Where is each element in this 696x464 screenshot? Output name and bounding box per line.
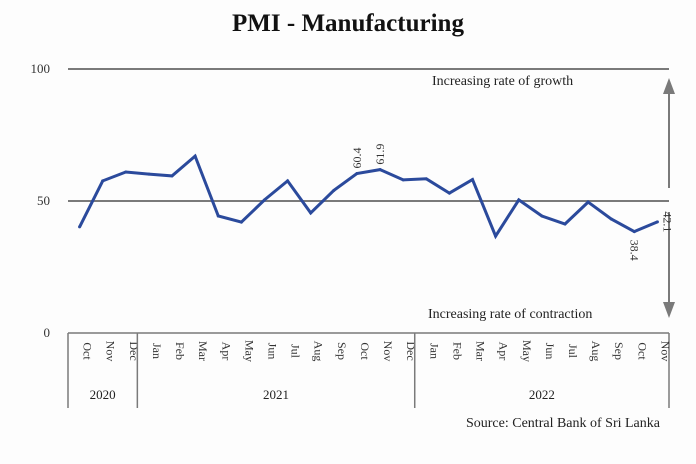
month-tick-label: Jan [427, 343, 441, 359]
month-tick-label: Apr [497, 342, 511, 361]
month-tick-label: Mar [474, 341, 488, 361]
month-tick-label: Feb [450, 342, 464, 360]
month-tick-label: Jun [265, 343, 279, 360]
data-label: 61.9 [373, 144, 387, 165]
axes-group: 0 50 100 [31, 61, 675, 340]
month-tick-label: Nov [104, 341, 118, 362]
arrow-up-icon [663, 78, 675, 94]
data-label: 60.4 [350, 148, 364, 169]
chart-title: PMI - Manufacturing [232, 10, 464, 37]
data-point [170, 174, 174, 178]
month-tick-label: Apr [219, 342, 233, 361]
month-tick-label: Oct [635, 342, 649, 360]
data-point [239, 220, 243, 224]
data-point [216, 214, 220, 218]
contraction-annotation: Increasing rate of contraction [428, 307, 593, 322]
month-tick-label: Dec [127, 341, 141, 360]
month-tick-label: Aug [589, 341, 603, 362]
growth-annotation: Increasing rate of growth [432, 74, 574, 89]
series-line [78, 153, 658, 240]
data-point [309, 211, 313, 215]
y-tick-label: 50 [37, 193, 50, 208]
month-tick-label: Oct [81, 342, 95, 360]
month-tick-label: Nov [381, 341, 395, 362]
arrow-down-icon [663, 302, 675, 318]
month-tick-label: Jul [566, 344, 580, 359]
y-tick-label: 100 [31, 61, 51, 76]
month-tick-label: Sep [335, 342, 349, 360]
data-point [78, 225, 82, 229]
data-point [563, 222, 567, 226]
month-tick-label: Feb [173, 342, 187, 360]
month-tick-label: Jan [150, 343, 164, 359]
data-point [517, 198, 521, 202]
data-point [332, 188, 336, 192]
data-point [494, 234, 498, 238]
data-point [262, 198, 266, 202]
data-point [471, 178, 475, 182]
month-tick-label: Mar [196, 341, 210, 361]
data-label: 42.1 [660, 211, 674, 232]
month-tick-label: Sep [612, 342, 626, 360]
month-tick-label: May [242, 340, 256, 362]
data-point [401, 178, 405, 182]
source-note: Source: Central Bank of Sri Lanka [465, 416, 660, 431]
data-labels-group: 60.4 61.9 38.4 42.1 [350, 144, 675, 261]
month-tick-label: Nov [658, 341, 672, 362]
year-group-label: 2020 [90, 387, 116, 402]
data-point [447, 191, 451, 195]
data-point [124, 170, 128, 174]
month-tick-label: Dec [404, 341, 418, 360]
year-group-label: 2022 [529, 387, 555, 402]
data-point [378, 168, 382, 172]
year-group-label: 2021 [263, 387, 289, 402]
data-point [286, 179, 290, 183]
month-tick-label: Oct [358, 342, 372, 360]
data-point [609, 217, 613, 221]
month-tick-label: May [520, 340, 534, 362]
data-point [355, 172, 359, 176]
month-tick-label: Aug [312, 341, 326, 362]
data-point [655, 220, 659, 224]
series-group [78, 153, 659, 240]
data-label: 38.4 [627, 240, 641, 261]
month-tick-label: Jun [543, 343, 557, 360]
data-point [540, 214, 544, 218]
data-point [424, 177, 428, 181]
month-tick-label: Jul [289, 344, 303, 359]
data-point [101, 179, 105, 183]
y-tick-label: 0 [44, 325, 51, 340]
data-point [632, 230, 636, 234]
data-point [147, 172, 151, 176]
data-point [193, 154, 197, 158]
data-point [586, 200, 590, 204]
category-axis: Oct Nov Dec 2020 Jan Feb Mar Apr May Jun Jul Aug Sep… [67, 332, 672, 408]
